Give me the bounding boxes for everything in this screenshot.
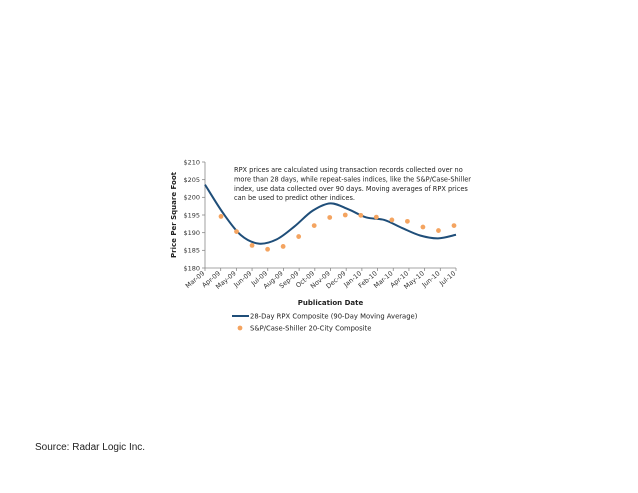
case-shiller-point [249, 242, 255, 248]
x-tick-label: Jul-10 [437, 269, 457, 288]
y-axis-title: Price Per Square Foot [170, 171, 178, 258]
case-shiller-point [420, 224, 426, 230]
legend-label-case-shiller: S&P/Case-Shiller 20-City Composite [250, 324, 371, 332]
legend-label-rpx: 28-Day RPX Composite (90-Day Moving Aver… [250, 312, 418, 320]
annotation-line: RPX prices are calculated using transact… [234, 166, 463, 174]
case-shiller-point [296, 234, 302, 239]
annotation-line: more than 28 days, while repeat-sales in… [234, 175, 471, 183]
x-axis-title: Publication Date [298, 299, 364, 307]
case-shiller-point [373, 214, 379, 220]
case-shiller-point [265, 246, 270, 252]
case-shiller-point [405, 218, 410, 224]
y-tick-label: $205 [183, 176, 200, 184]
case-shiller-point [358, 212, 364, 218]
case-shiller-point [389, 217, 395, 223]
y-tick-label: $200 [183, 194, 200, 202]
rpx-series [204, 184, 457, 245]
y-tick-label: $210 [183, 158, 200, 166]
case-shiller-series [218, 212, 457, 252]
legend-dot-swatch [237, 325, 243, 331]
annotation-line: index, use data collected over 90 days. … [234, 185, 468, 193]
case-shiller-point [436, 228, 441, 233]
case-shiller-point [451, 223, 457, 229]
source-note: Source: Radar Logic Inc. [35, 442, 146, 453]
case-shiller-point [342, 212, 348, 218]
chart-annotation: RPX prices are calculated using transact… [234, 166, 471, 202]
chart-legend: 28-Day RPX Composite (90-Day Moving Aver… [232, 312, 418, 332]
y-tick-label: $195 [183, 211, 200, 219]
y-tick-label: $185 [183, 247, 200, 255]
case-shiller-point [311, 223, 317, 229]
case-shiller-point [327, 215, 333, 220]
y-tick-label: $190 [183, 229, 200, 237]
case-shiller-point [234, 229, 239, 235]
annotation-line: can be used to predict other indices. [234, 194, 355, 202]
rpx-line [204, 184, 457, 245]
case-shiller-point [218, 214, 224, 219]
case-shiller-point [280, 244, 286, 249]
y-tick-label: $180 [183, 264, 200, 272]
